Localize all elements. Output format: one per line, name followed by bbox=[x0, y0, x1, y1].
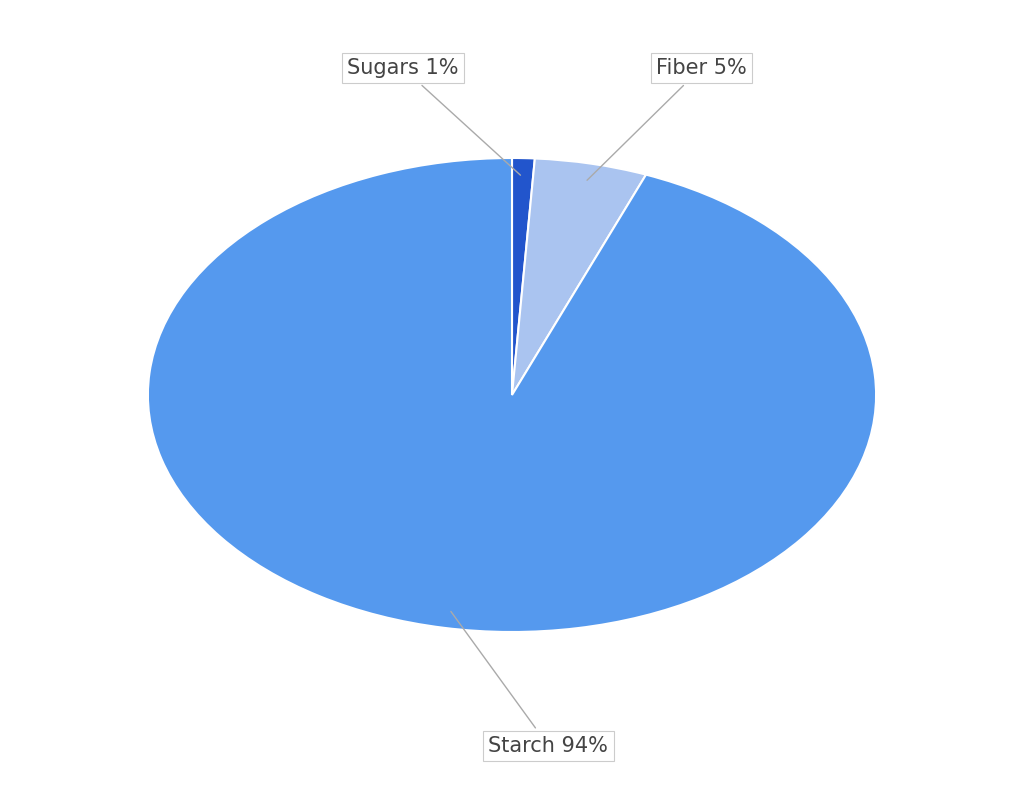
Text: Fiber 5%: Fiber 5% bbox=[587, 58, 746, 180]
Wedge shape bbox=[512, 159, 646, 395]
Wedge shape bbox=[512, 158, 535, 395]
Text: Starch 94%: Starch 94% bbox=[451, 611, 608, 756]
Wedge shape bbox=[147, 158, 877, 632]
Text: Sugars 1%: Sugars 1% bbox=[347, 58, 520, 175]
